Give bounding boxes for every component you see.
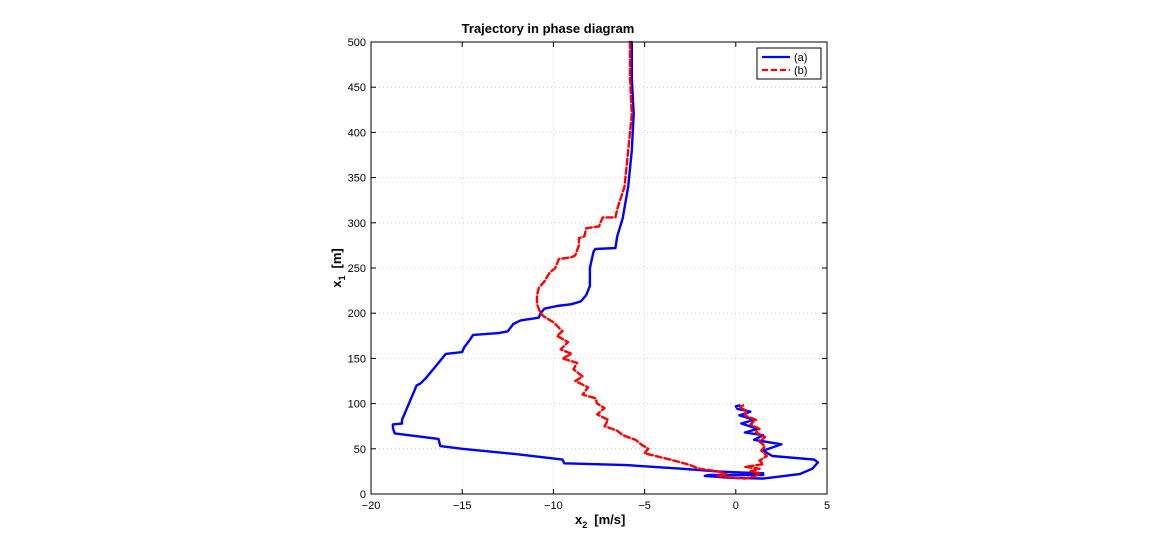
chart-title: Trajectory in phase diagram bbox=[462, 21, 635, 36]
legend[interactable]: (a) (b) bbox=[756, 47, 822, 80]
y-axis-title-unit: [m] bbox=[329, 248, 344, 268]
series-line-b bbox=[535, 40, 768, 480]
x-tick-label: −5 bbox=[638, 500, 651, 512]
series-layer bbox=[391, 40, 820, 480]
y-tick-label: 350 bbox=[348, 173, 366, 185]
x-tick-label: 0 bbox=[733, 500, 739, 512]
y-tick-label: 500 bbox=[348, 37, 366, 49]
y-tick-label: 200 bbox=[348, 308, 366, 320]
x-axis-title-unit: [m/s] bbox=[594, 512, 625, 527]
x-tick-label: 5 bbox=[824, 500, 830, 512]
y-axis-title: x1 [m] bbox=[329, 248, 347, 287]
y-tick-label: 450 bbox=[348, 82, 366, 94]
ticks: −20 −15 −10 −5 0 5050100150200250300350400450… bbox=[348, 37, 830, 512]
x-tick-label: −20 bbox=[362, 500, 381, 512]
y-tick-label: 400 bbox=[348, 127, 366, 139]
x-axis-title-main: x bbox=[575, 512, 583, 527]
x-tick-label: −15 bbox=[453, 500, 472, 512]
plot-area: −20 −15 −10 −5 0 5050100150200250300350400450… bbox=[348, 37, 830, 512]
y-tick-label: 0 bbox=[360, 489, 366, 501]
svg-text:x2[m/s]: x2 [m/s] bbox=[575, 512, 625, 530]
legend-box bbox=[756, 47, 822, 80]
svg-text:x1[m]: x1 [m] bbox=[329, 248, 347, 287]
legend-label-a: (a) bbox=[794, 52, 807, 64]
legend-label-b: (b) bbox=[794, 65, 807, 77]
x-axis-title: x2 [m/s] bbox=[575, 512, 625, 530]
grid bbox=[371, 42, 827, 494]
x-axis-title-sub: 2 bbox=[582, 520, 587, 530]
series-line-a bbox=[391, 40, 820, 480]
y-tick-label: 250 bbox=[348, 263, 366, 275]
y-tick-label: 100 bbox=[348, 399, 366, 411]
y-tick-label: 150 bbox=[348, 353, 366, 365]
y-tick-label: 300 bbox=[348, 218, 366, 230]
y-axis-title-sub: 1 bbox=[337, 275, 347, 280]
x-tick-label: −10 bbox=[544, 500, 563, 512]
y-tick-label: 50 bbox=[354, 444, 366, 456]
y-axis-title-main: x bbox=[329, 280, 344, 288]
